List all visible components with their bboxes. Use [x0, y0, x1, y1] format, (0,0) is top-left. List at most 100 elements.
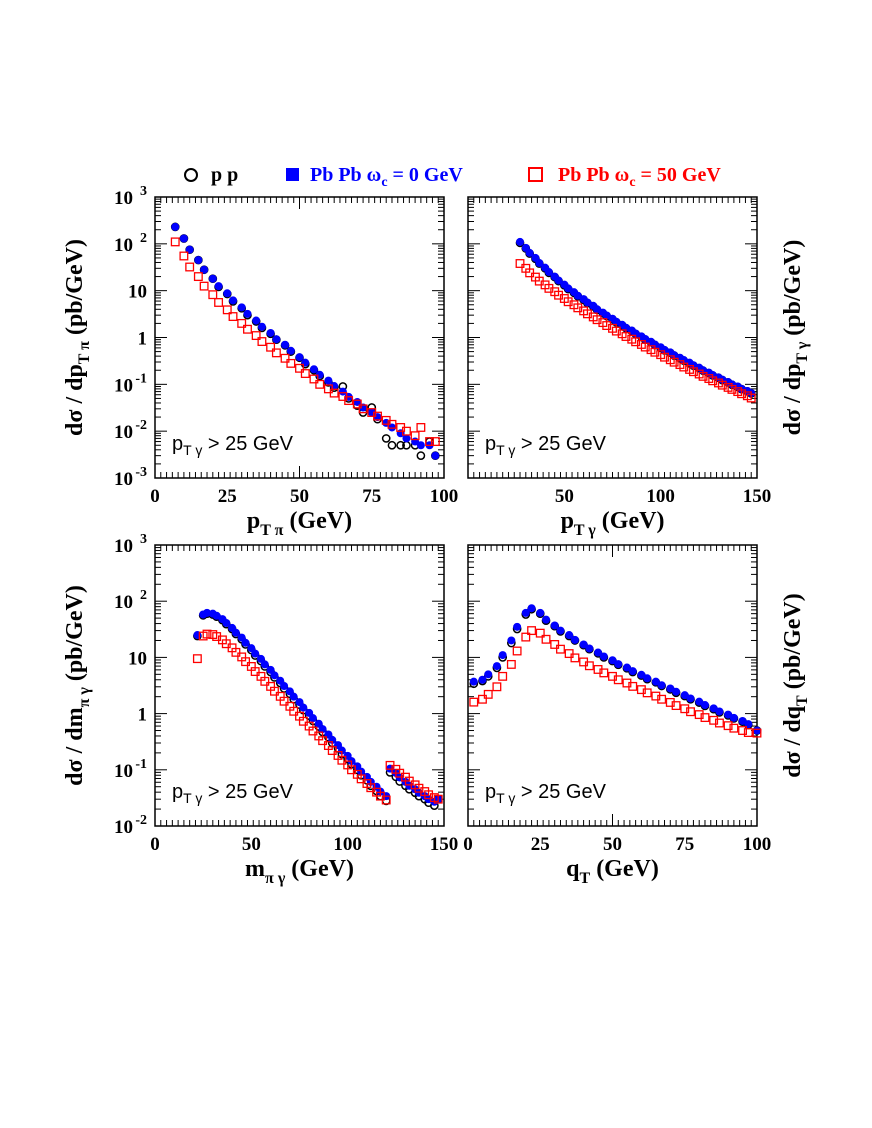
data-point-pb50 [193, 272, 203, 282]
legend-marker-pb0 [286, 168, 299, 181]
series-pp [515, 238, 756, 398]
y-axis-label: dσ / dpT γ (pb/GeV) [780, 240, 811, 436]
legend: p p Pb Pb ωc = 0 GeV Pb Pb ωc = 50 GeV [184, 164, 721, 190]
data-point-pb0 [715, 707, 724, 716]
data-point-pb50 [611, 326, 621, 336]
data-point-pb50 [515, 259, 525, 268]
plot-frame [467, 196, 758, 479]
data-point-pb50 [573, 303, 583, 313]
data-point-pb50 [708, 376, 718, 386]
data-point-pb50 [381, 795, 391, 805]
x-axis-label-rest: (GeV) [596, 508, 665, 534]
data-point-pb0 [241, 638, 250, 647]
x-tick-label: 0 [463, 834, 473, 855]
x-axis-label-main: p [247, 508, 260, 534]
data-point-pb50 [469, 697, 479, 707]
data-point-pb50 [231, 647, 241, 657]
data-point-pb0 [252, 316, 261, 325]
y-axis-label-sub: T [794, 695, 811, 706]
data-point-pb0 [478, 675, 487, 684]
data-point-pb0 [516, 237, 525, 246]
x-axis-label-main: m [245, 856, 265, 882]
data-point-pb0 [212, 611, 221, 620]
data-point-pb50 [642, 688, 652, 698]
data-point-pb50 [308, 726, 318, 736]
y-tick-label-exponent: -3 [135, 465, 147, 480]
x-axis-label: pT γ (GeV) [561, 508, 665, 539]
y-axis-label-rest: (pb/GeV) [62, 239, 88, 341]
data-point-pb50 [199, 281, 209, 291]
data-point-pb50 [266, 342, 276, 352]
data-point-pb50 [583, 309, 592, 319]
data-point-pb0 [542, 615, 551, 624]
data-point-pb50 [433, 794, 443, 804]
data-point-pb0 [270, 671, 279, 680]
data-point-pb0 [700, 701, 709, 710]
data-point-pb0 [579, 640, 588, 649]
data-point-pb50 [424, 790, 434, 800]
data-point-pb50 [679, 362, 689, 372]
data-point-pb0 [513, 622, 522, 631]
data-point-pb50 [727, 384, 737, 394]
data-point-pb50 [315, 379, 325, 389]
data-point-pb0 [695, 697, 704, 706]
y-tick-label-exponent: -1 [135, 371, 147, 386]
data-point-pb50 [746, 393, 756, 403]
data-point-pb0 [564, 284, 573, 293]
data-point-pb50 [329, 388, 339, 398]
data-point-pb0 [544, 268, 553, 277]
data-point-pb50 [512, 646, 522, 656]
cut-annotation-rest: > 25 GeV [202, 781, 293, 803]
data-point-pb50 [700, 713, 710, 723]
data-point-pb50 [723, 721, 733, 731]
data-point-pb50 [337, 755, 347, 765]
series-pb50 [469, 626, 762, 738]
data-point-pb0 [387, 423, 396, 432]
y-axis-label: dσ / dqT (pb/GeV) [780, 593, 811, 777]
y-tick-label-exponent: -2 [135, 418, 147, 433]
x-tick-label: 100 [333, 834, 362, 855]
data-point-pp [381, 434, 391, 443]
data-point-pb50 [498, 671, 508, 681]
legend-marker-pb50 [528, 167, 543, 182]
data-point-pp [387, 440, 397, 450]
data-point-pb50 [352, 399, 362, 409]
x-tick-label: 50 [555, 486, 574, 507]
data-point-pb0 [583, 298, 592, 307]
y-axis-label: dσ / dmπ γ (pb/GeV) [62, 585, 93, 786]
data-point-pb0 [324, 376, 333, 385]
y-tick-label-exponent: -1 [135, 757, 147, 772]
data-point-pb50 [477, 694, 487, 704]
x-tick-label: 75 [362, 486, 381, 507]
data-point-pb0 [416, 441, 425, 450]
data-point-pb0 [280, 681, 289, 690]
data-point-pb0 [753, 726, 761, 735]
data-point-pb0 [260, 660, 269, 669]
data-point-pb50 [640, 342, 650, 352]
data-point-pb50 [202, 629, 212, 639]
data-point-pb0 [214, 282, 223, 291]
data-point-pb50 [709, 715, 719, 725]
data-point-pb0 [507, 636, 516, 645]
x-tick-label: 100 [430, 486, 459, 507]
data-point-pb0 [301, 358, 310, 367]
data-point-pb50 [214, 298, 224, 307]
data-point-pb0 [651, 677, 660, 686]
data-point-pb0 [622, 663, 631, 672]
cut-annotation: pT γ > 25 GeV [172, 433, 294, 458]
data-point-pb0 [337, 746, 346, 755]
data-point-pb50 [243, 324, 252, 334]
legend-label-pb0: Pb Pb ωc = 0 GeV [310, 164, 463, 190]
x-tick-label: 150 [430, 834, 459, 855]
data-point-pb0 [556, 626, 565, 635]
x-tick-label: 150 [743, 486, 772, 507]
data-point-pb50 [492, 682, 502, 692]
y-tick-label: 10 [128, 282, 147, 303]
data-point-pb0 [295, 353, 304, 362]
x-tick-label: 100 [743, 834, 772, 855]
data-point-pb0 [527, 604, 536, 613]
data-point-pb0 [585, 644, 594, 653]
data-point-pb50 [613, 675, 623, 685]
cut-annotation-rest: > 25 GeV [515, 781, 606, 803]
